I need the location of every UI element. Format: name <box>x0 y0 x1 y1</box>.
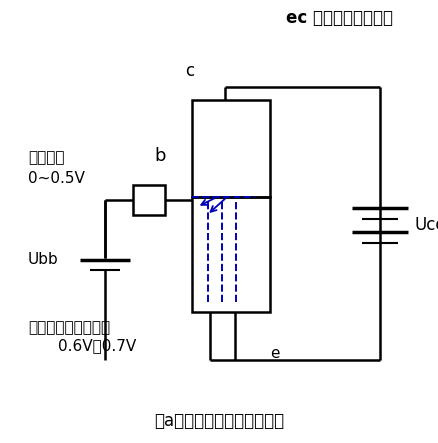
Text: 0~0.5V: 0~0.5V <box>28 171 85 186</box>
Text: Ubb: Ubb <box>28 253 59 268</box>
Text: Ucc: Ucc <box>415 216 438 234</box>
Text: 硅管为例: 硅管为例 <box>28 151 64 166</box>
Bar <box>133 185 165 215</box>
Bar <box>192 197 270 312</box>
Text: e: e <box>270 346 279 361</box>
Bar <box>192 100 270 197</box>
Text: b: b <box>154 147 166 165</box>
Text: 0.6V～0.7V: 0.6V～0.7V <box>58 338 136 354</box>
Text: （a）水龙头闸门关紧的状态: （a）水龙头闸门关紧的状态 <box>154 412 284 430</box>
Text: ec 之间电阻值无穷大: ec 之间电阻值无穷大 <box>286 9 393 27</box>
Text: c: c <box>185 62 194 80</box>
Text: 硅管导通门限电压为: 硅管导通门限电压为 <box>28 320 110 335</box>
